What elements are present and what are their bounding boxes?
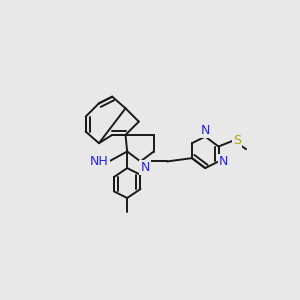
Text: NH: NH bbox=[90, 155, 109, 168]
Text: N: N bbox=[218, 155, 228, 168]
Text: S: S bbox=[233, 134, 242, 147]
Text: N: N bbox=[140, 161, 150, 175]
Text: N: N bbox=[200, 124, 210, 136]
